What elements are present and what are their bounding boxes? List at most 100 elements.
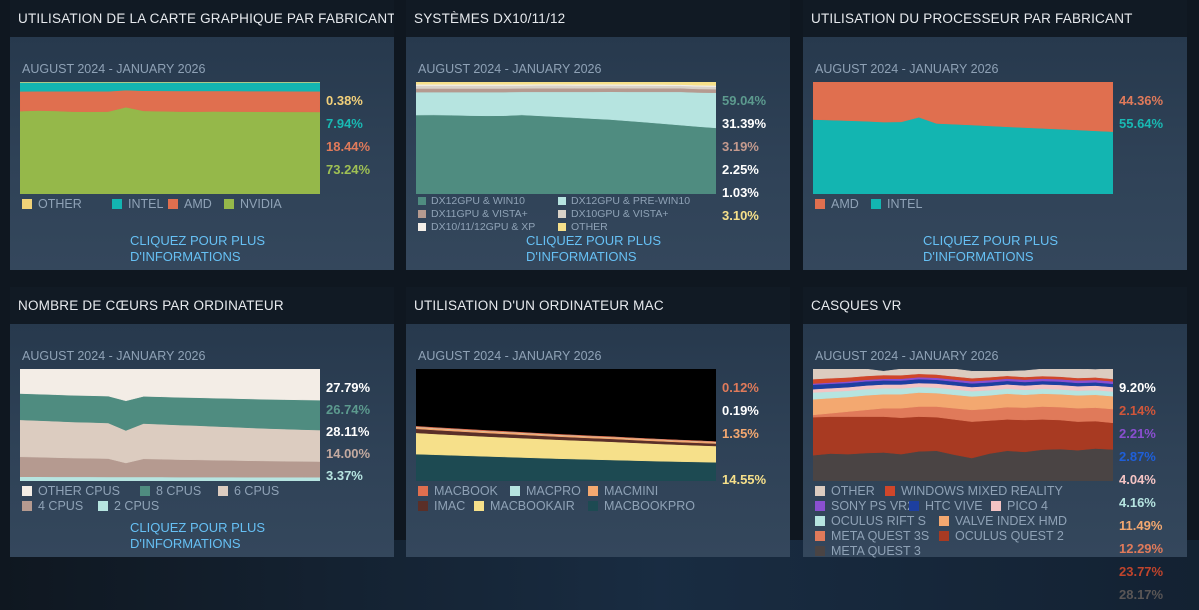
- more-info-line: D'INFORMATIONS: [526, 249, 637, 264]
- legend-item: HTC VIVE: [909, 499, 983, 513]
- area-chart-svg: [813, 369, 1113, 481]
- percentage-label: 14.55%: [722, 472, 767, 487]
- legend-item: MACPRO: [510, 484, 581, 498]
- percentage-label: 28.17%: [1119, 587, 1164, 602]
- legend-swatch: [418, 197, 426, 205]
- date-range: AUGUST 2024 - JANUARY 2026: [815, 62, 999, 76]
- legend-item: MACBOOK: [418, 484, 498, 498]
- date-range: AUGUST 2024 - JANUARY 2026: [815, 349, 999, 363]
- legend-swatch: [815, 516, 825, 526]
- legend-swatch: [112, 199, 122, 209]
- percentage-label: 4.16%: [1119, 495, 1156, 510]
- legend-label: 2 CPUS: [114, 499, 160, 513]
- percentage-label: 31.39%: [722, 116, 767, 131]
- percentage-label: 11.49%: [1119, 518, 1163, 533]
- more-info-link[interactable]: CLIQUEZ POUR PLUS D'INFORMATIONS: [130, 520, 265, 552]
- legend-label: WINDOWS MIXED REALITY: [901, 484, 1063, 498]
- legend-label: MACBOOK: [434, 484, 498, 498]
- legend-item: AMD: [815, 197, 859, 211]
- panel-body: AUGUST 2024 - JANUARY 2026 59.04% 31.39% 3.…: [406, 37, 790, 270]
- legend-label: DX10/11/12GPU & XP: [431, 221, 536, 233]
- percentage-label: 73.24%: [326, 162, 371, 177]
- stats-panel: CASQUES VR AUGUST 2024 - JANUARY 2026 9.20…: [803, 287, 1187, 602]
- panel-body: AUGUST 2024 - JANUARY 2026 0.38% 7.94% 18.4…: [10, 37, 394, 270]
- area-series-other-cpus: [20, 369, 320, 402]
- legend-swatch: [140, 486, 150, 496]
- percentage-label: 7.94%: [326, 116, 363, 131]
- date-range: AUGUST 2024 - JANUARY 2026: [22, 62, 206, 76]
- legend-label: OCULUS QUEST 2: [955, 529, 1064, 543]
- percentage-label: 12.29%: [1119, 541, 1164, 556]
- area-series-macbook: [416, 426, 716, 443]
- legend-swatch: [474, 501, 484, 511]
- legend-swatch: [885, 486, 895, 496]
- area-chart-svg: [416, 369, 716, 481]
- legend-swatch: [168, 199, 178, 209]
- area-chart-svg: [20, 82, 320, 194]
- legend-item: OCULUS RIFT S: [815, 514, 926, 528]
- legend-label: VALVE INDEX HMD: [955, 514, 1068, 528]
- legend-swatch: [418, 501, 428, 511]
- area-series-amd: [813, 82, 1113, 132]
- legend-label: INTEL: [128, 197, 164, 211]
- legend-item: MACMINI: [588, 484, 658, 498]
- panel-body: AUGUST 2024 - JANUARY 2026 27.79% 26.74% 28…: [10, 324, 394, 557]
- legend-swatch: [558, 223, 566, 231]
- legend-item: DX10/11/12GPU & XP: [418, 221, 535, 233]
- panel-title: SYSTÈMES DX10/11/12: [406, 0, 790, 37]
- date-range: AUGUST 2024 - JANUARY 2026: [22, 349, 206, 363]
- percentage-label: 27.79%: [326, 380, 371, 395]
- legend-label: DX10GPU & VISTA+: [571, 208, 669, 220]
- legend-label: HTC VIVE: [925, 499, 983, 513]
- more-info-line: CLIQUEZ POUR PLUS: [923, 233, 1059, 248]
- legend-label: OTHER: [38, 197, 82, 211]
- panel-title: NOMBRE DE CŒURS PAR ORDINATEUR: [10, 287, 394, 324]
- more-info-link[interactable]: CLIQUEZ POUR PLUS D'INFORMATIONS: [130, 233, 265, 265]
- area-chart: [20, 369, 320, 481]
- legend-label: IMAC: [434, 499, 466, 513]
- area-chart: [813, 369, 1113, 481]
- legend-label: META QUEST 3S: [831, 529, 930, 543]
- legend-label: MACPRO: [526, 484, 581, 498]
- percentage-label: 0.38%: [326, 93, 363, 108]
- legend-swatch: [22, 501, 32, 511]
- panel-body: AUGUST 2024 - JANUARY 2026 9.20% 2.14% 2.21…: [803, 324, 1187, 602]
- percentage-label: 55.64%: [1119, 116, 1164, 131]
- stats-panel: UTILISATION DU PROCESSEUR PAR FABRICANT A…: [803, 0, 1187, 270]
- legend-item: VALVE INDEX HMD: [939, 514, 1067, 528]
- legend-label: MACBOOKAIR: [490, 499, 575, 513]
- percentage-label: 18.44%: [326, 139, 371, 154]
- legend-item: OTHER CPUS: [22, 484, 120, 498]
- area-series-dx12gpu-win10: [416, 114, 716, 194]
- date-range: AUGUST 2024 - JANUARY 2026: [418, 62, 602, 76]
- percentage-label: 44.36%: [1119, 93, 1164, 108]
- legend-swatch: [22, 486, 32, 496]
- percentage-label: 2.14%: [1119, 403, 1156, 418]
- more-info-link[interactable]: CLIQUEZ POUR PLUS D'INFORMATIONS: [526, 233, 661, 265]
- percentage-label: 2.87%: [1119, 449, 1156, 464]
- legend-label: DX11GPU & VISTA+: [431, 208, 528, 220]
- legend-item: 8 CPUS: [140, 484, 201, 498]
- legend-item: NVIDIA: [224, 197, 282, 211]
- legend-item: WINDOWS MIXED REALITY: [885, 484, 1063, 498]
- percentage-label: 3.37%: [326, 468, 363, 483]
- legend-item: 4 CPUS: [22, 499, 83, 513]
- legend-swatch: [510, 486, 520, 496]
- legend-swatch: [815, 531, 825, 541]
- legend-item: MACBOOKPRO: [588, 499, 695, 513]
- percentage-label: 2.21%: [1119, 426, 1156, 441]
- legend-label: NVIDIA: [240, 197, 282, 211]
- legend-swatch: [558, 197, 566, 205]
- more-info-link[interactable]: CLIQUEZ POUR PLUS D'INFORMATIONS: [923, 233, 1058, 265]
- area-chart: [416, 369, 716, 481]
- legend-label: 4 CPUS: [38, 499, 84, 513]
- legend-swatch: [418, 486, 428, 496]
- percentage-label: 1.03%: [722, 185, 759, 200]
- stats-panel: NOMBRE DE CŒURS PAR ORDINATEUR AUGUST 202…: [10, 287, 394, 557]
- area-chart-svg: [813, 82, 1113, 194]
- legend-label: 8 CPUS: [156, 484, 202, 498]
- area-series-other: [416, 82, 716, 86]
- legend-label: DX12GPU & PRE-WIN10: [571, 195, 691, 207]
- legend-label: MACMINI: [604, 484, 659, 498]
- more-info-line: D'INFORMATIONS: [130, 249, 241, 264]
